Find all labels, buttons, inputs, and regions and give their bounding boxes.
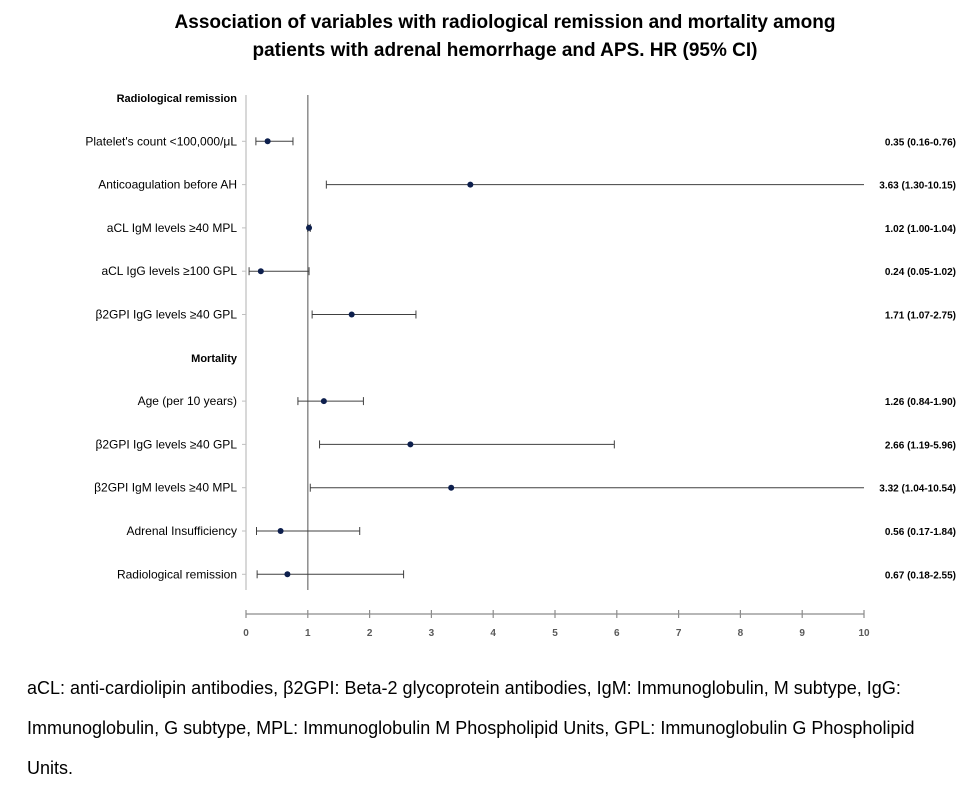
row-label: Anticoagulation before AH [98, 178, 237, 192]
row-label: aCL IgM levels ≥40 MPL [107, 221, 238, 235]
plot-area: 0 1 2 3 4 5 6 7 8 9 10 Radiological remission Platel… [85, 93, 956, 639]
hr-ci-label: 1.02 (1.00-1.04) [885, 224, 956, 235]
hr-point [277, 528, 284, 534]
x-tick-label-10: 10 [858, 628, 870, 639]
x-tick-label-1: 1 [305, 628, 311, 639]
row-label: β2GPI IgM levels ≥40 MPL [94, 481, 237, 495]
section-label: Radiological remission [117, 93, 238, 105]
x-tick-label-6: 6 [614, 628, 620, 639]
x-tick-label-7: 7 [676, 628, 682, 639]
hr-point [284, 571, 291, 578]
hr-ci-label: 0.67 (0.18-2.55) [885, 570, 956, 581]
hr-ci-label: 1.26 (0.84-1.90) [885, 397, 956, 408]
chart-title-line-2: patients with adrenal hemorrhage and APS… [252, 40, 757, 61]
hr-point [264, 138, 271, 145]
hr-ci-label: 3.32 (1.04-10.54) [879, 484, 956, 495]
row-label: Platelet's count <100,000/μL [85, 134, 237, 148]
footnote: aCL: anti-cardiolipin antibodies, β2GPI:… [27, 678, 915, 778]
hr-point [320, 398, 327, 405]
hr-point [467, 181, 474, 188]
hr-point [407, 441, 414, 448]
hr-ci-label: 0.35 (0.16-0.76) [885, 137, 956, 148]
hr-point [306, 224, 313, 231]
hr-point [257, 268, 264, 275]
chart-title-line-1: Association of variables with radiologic… [175, 12, 836, 33]
row-label: aCL IgG levels ≥100 GPL [101, 264, 237, 278]
hr-point [348, 311, 355, 318]
x-tick-label-3: 3 [429, 628, 435, 639]
row-label: β2GPI IgG levels ≥40 GPL [95, 437, 237, 451]
hr-ci-label: 3.63 (1.30-10.15) [879, 181, 956, 192]
forest-plot: Association of variables with radiologic… [85, 12, 956, 639]
row-label: Age (per 10 years) [138, 394, 237, 408]
x-tick-label-0: 0 [243, 628, 249, 639]
hr-ci-label: 0.24 (0.05-1.02) [885, 267, 956, 278]
x-tick-label-8: 8 [738, 628, 744, 639]
row-label: Radiological remission [117, 567, 237, 581]
x-tick-label-4: 4 [490, 628, 496, 639]
x-tick-label-5: 5 [552, 628, 558, 639]
hr-ci-label: 2.66 (1.19-5.96) [885, 440, 956, 451]
hr-ci-label: 0.56 (0.17-1.84) [885, 527, 956, 538]
hr-ci-label: 1.71 (1.07-2.75) [885, 311, 956, 322]
row-label: Adrenal Insufficiency [126, 524, 237, 538]
x-tick-label-9: 9 [799, 628, 805, 639]
hr-point [448, 484, 455, 491]
section-label: Mortality [191, 353, 238, 365]
x-tick-label-2: 2 [367, 628, 373, 639]
row-label: β2GPI IgG levels ≥40 GPL [95, 308, 237, 322]
